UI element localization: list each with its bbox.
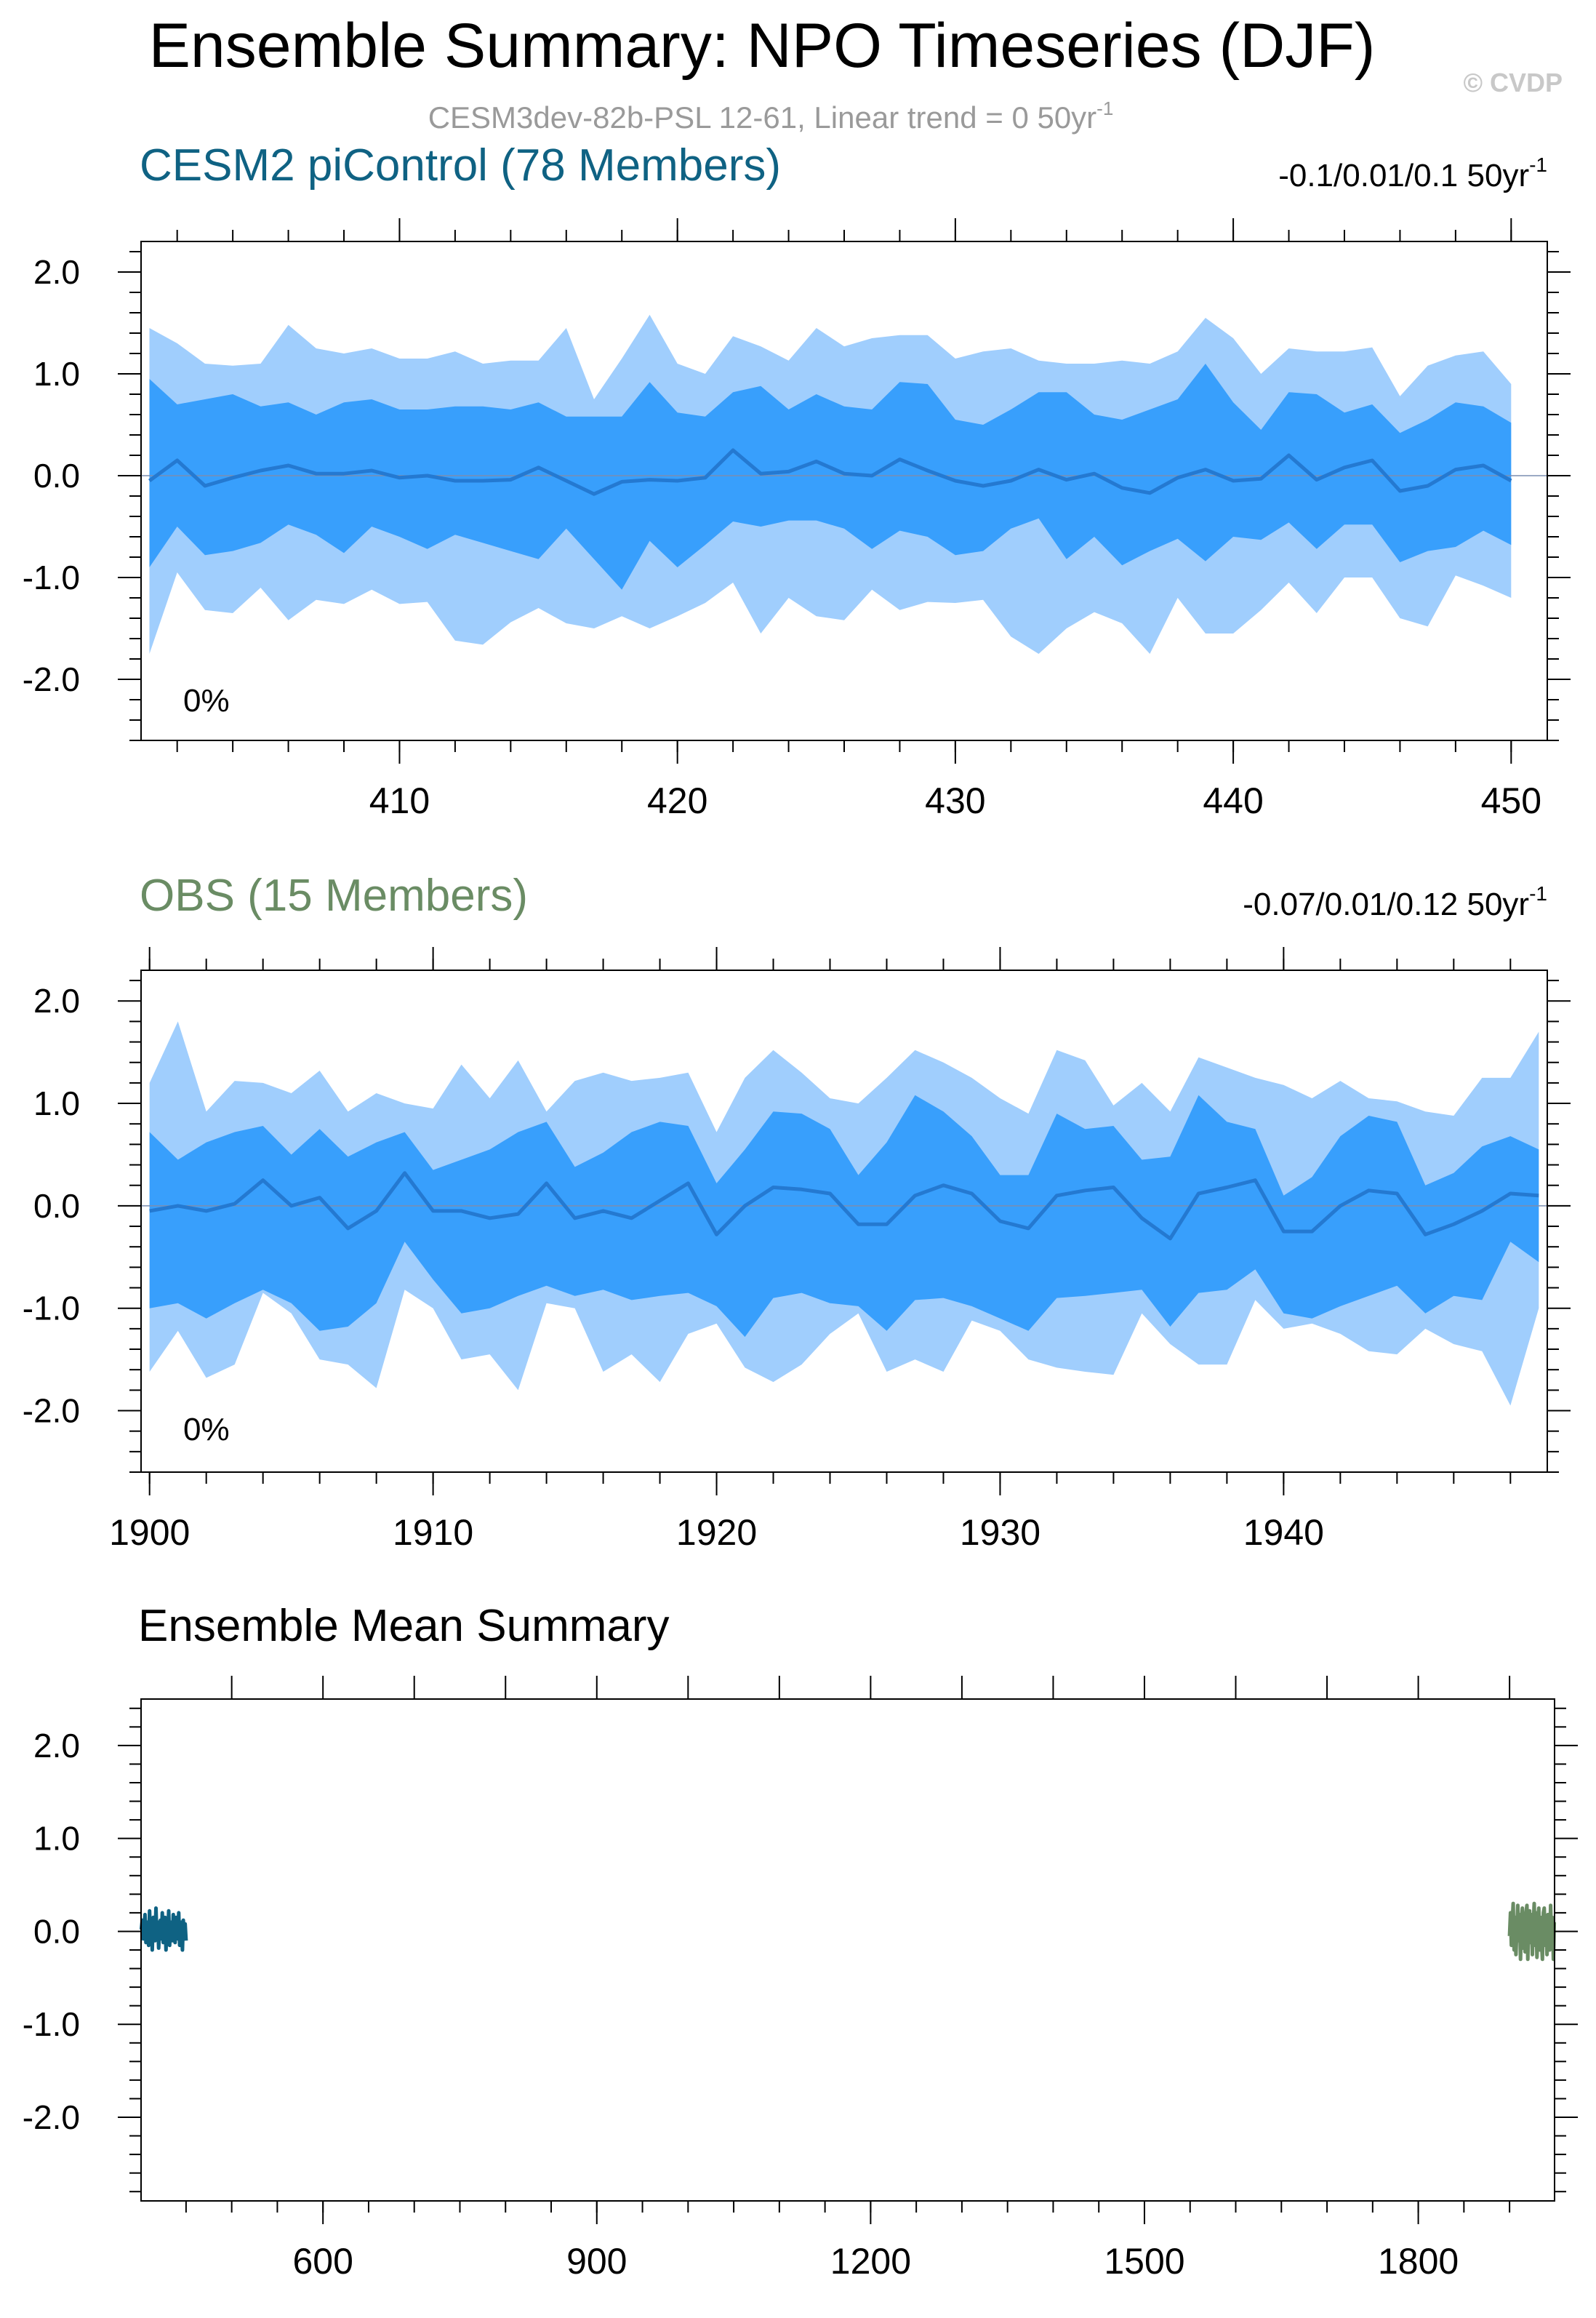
panel-obs-trend-superscript: -1 [1529, 882, 1547, 905]
summary-xtick-label: 1800 [1378, 2241, 1459, 2282]
panel-obs-trend: -0.07/0.01/0.12 50yr-1 [1243, 882, 1547, 922]
cesm2-ytick-label: 0.0 [33, 457, 80, 495]
figure-title: Ensemble Summary: NPO Timeseries (DJF) [149, 11, 1376, 81]
panel-ensemble-mean-summary: Ensemble Mean Summary 2.0 1.0 0.0 -1.0 -2.0 6… [23, 1601, 1578, 2282]
figure-subtitle: CESM3dev-82b-PSL 12-61, Linear trend = 0… [428, 97, 1114, 135]
obs-ytick-label: 1.0 [33, 1084, 80, 1122]
obs-ytick-label: 0.0 [33, 1187, 80, 1225]
obs-xtick-label: 1900 [109, 1512, 190, 1553]
summary-ytick-label: 1.0 [33, 1820, 80, 1858]
copyright-label: © CVDP [1463, 68, 1563, 97]
panel-cesm2-trend-superscript: -1 [1529, 153, 1547, 176]
cesm2-xtick-label: 440 [1203, 780, 1263, 821]
summary-frame [140, 1698, 1555, 2202]
cesm2-xtick-label: 420 [647, 780, 707, 821]
cesm2-mean-line [148, 448, 1512, 496]
cesm2-ytick-label: -1.0 [23, 559, 80, 596]
summary-ytick-label: -1.0 [23, 2005, 80, 2043]
summary-cesm2-line [139, 1906, 188, 1952]
obs-frame [140, 970, 1548, 1473]
cesm2-xtick-label: 430 [925, 780, 985, 821]
panel-summary-title: Ensemble Mean Summary [138, 1601, 670, 1651]
summary-xtick-label: 1200 [830, 2241, 911, 2282]
cesm2-ytick-label: 2.0 [33, 253, 80, 291]
summary-ytick-label: -2.0 [23, 2098, 80, 2136]
panel-obs-title: OBS (15 Members) [140, 871, 528, 921]
panel-cesm2-title: CESM2 piControl (78 Members) [140, 140, 781, 191]
plot-area-obs: 2.0 1.0 0.0 -1.0 -2.0 1900 1910 1920 1930 1940 [23, 947, 1571, 1553]
panel-obs: OBS (15 Members) -0.07/0.01/0.12 50yr-1 … [23, 871, 1571, 1553]
obs-ytick-label: 2.0 [33, 982, 80, 1020]
cesm2-xtick-label: 450 [1481, 780, 1541, 821]
panel-cesm2-percent: 0% [183, 683, 230, 719]
obs-band-25-75 [149, 1095, 1539, 1338]
obs-mean-line [149, 1171, 1539, 1241]
panel-cesm2-trend: -0.1/0.01/0.1 50yr-1 [1278, 153, 1547, 193]
obs-xtick-label: 1920 [676, 1512, 757, 1553]
plot-area-summary: 2.0 1.0 0.0 -1.0 -2.0 600 900 1200 1500 1800 [23, 1676, 1578, 2282]
figure-subtitle-superscript: -1 [1096, 97, 1113, 119]
obs-xtick-label: 1930 [960, 1512, 1040, 1553]
summary-obs-line [1507, 1901, 1557, 1962]
cesm2-xtick-label: 410 [369, 780, 430, 821]
obs-xtick-label: 1910 [393, 1512, 473, 1553]
summary-ytick-label: 0.0 [33, 1912, 80, 1950]
obs-xtick-label: 1940 [1243, 1512, 1324, 1553]
cesm2-ytick-label: -2.0 [23, 660, 80, 698]
obs-ytick-label: -1.0 [23, 1290, 80, 1327]
summary-xtick-label: 900 [566, 2241, 627, 2282]
panel-cesm2-picontrol: CESM2 piControl (78 Members) -0.1/0.01/0… [23, 140, 1571, 821]
summary-xtick-label: 600 [292, 2241, 353, 2282]
panel-obs-percent: 0% [183, 1412, 230, 1447]
cesm2-ytick-label: 1.0 [33, 355, 80, 393]
summary-xtick-label: 1500 [1104, 2241, 1184, 2282]
summary-ytick-label: 2.0 [33, 1727, 80, 1765]
plot-area-cesm2: 2.0 1.0 0.0 -1.0 -2.0 410 420 430 440 450 [23, 218, 1571, 821]
obs-ytick-label: -2.0 [23, 1392, 80, 1430]
cesm2-band-25-75 [149, 364, 1512, 590]
